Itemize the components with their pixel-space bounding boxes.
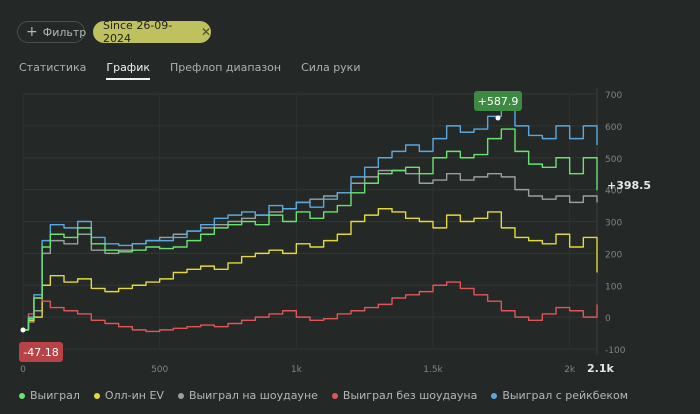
y-tick-label: 500 <box>605 155 622 165</box>
chart-grid <box>22 88 598 355</box>
max-badge: +587.9 <box>474 91 522 121</box>
y-tick-label: -100 <box>605 346 626 356</box>
x-tick-label: 500 <box>151 365 168 375</box>
chart-series <box>23 109 598 333</box>
tab-hand-strength[interactable]: Сила руки <box>301 61 361 74</box>
x-tick-label: 1.5k <box>423 365 443 375</box>
max-marker <box>495 115 501 121</box>
y-tick-label: 200 <box>605 250 622 260</box>
x-axis-end-label: 2.1k <box>587 362 614 375</box>
chart-legend: Выиграл Олл-ин EV Выиграл на шоудауне Вы… <box>19 389 628 402</box>
series-line-0 <box>23 128 598 331</box>
final-value-label: +398.5 <box>607 179 651 192</box>
series-line-3 <box>23 281 598 333</box>
legend-item-won[interactable]: Выиграл <box>19 389 80 402</box>
filter-label: Фильтр <box>42 25 87 39</box>
date-chip-label: Since 26-09-2024 <box>103 19 173 45</box>
min-marker <box>20 327 26 333</box>
legend-dot <box>93 392 100 399</box>
legend-dot <box>19 392 25 399</box>
legend-label: Олл-ин EV <box>104 389 164 402</box>
min-badge-label: -47.18 <box>23 346 58 359</box>
legend-dot <box>491 392 498 399</box>
legend-dot <box>177 392 184 399</box>
legend-item-rakeback[interactable]: Выиграл с рейкбеком <box>491 389 628 402</box>
x-tick-label: 1k <box>291 365 303 375</box>
max-badge-label: +587.9 <box>478 95 519 108</box>
plus-icon: + <box>26 24 38 40</box>
legend-label: Выиграл без шоудауна <box>342 389 478 402</box>
y-tick-label: 100 <box>605 282 622 292</box>
y-tick-label: 300 <box>605 219 622 229</box>
legend-item-allin-ev[interactable]: Олл-ин EV <box>93 389 164 402</box>
min-badge: -47.18 <box>19 327 63 362</box>
tab-preflop-range[interactable]: Префлоп диапазон <box>170 61 282 74</box>
close-icon[interactable]: ✕ <box>200 25 211 39</box>
x-tick-label: 2k <box>564 365 576 375</box>
y-tick-label: 0 <box>605 314 611 324</box>
series-line-4 <box>23 109 598 331</box>
tab-statistics[interactable]: Статистика <box>19 61 87 74</box>
filter-button[interactable]: + Фильтр <box>17 21 87 43</box>
legend-label: Выиграл на шоудауне <box>188 389 318 402</box>
tab-graph[interactable]: График <box>106 61 151 80</box>
legend-item-non-showdown[interactable]: Выиграл без шоудауна <box>331 389 478 402</box>
legend-label: Выиграл с рейкбеком <box>502 389 629 402</box>
chart-badges: +587.9 -47.18 +398.5 2.1k <box>19 91 651 375</box>
x-tick-label: 0 <box>20 365 26 375</box>
x-axis: 0 500 1k 1.5k 2k <box>20 365 576 375</box>
tab-bar: Статистика График Префлоп диапазон Сила … <box>19 61 380 80</box>
y-tick-label: 600 <box>605 123 622 133</box>
series-line-1 <box>23 208 598 331</box>
y-axis: 700 600 500 400 300 200 100 0 -100 <box>605 91 626 356</box>
date-filter-chip[interactable]: Since 26-09-2024 ✕ <box>93 19 211 45</box>
legend-item-showdown[interactable]: Выиграл на шоудауне <box>177 389 318 402</box>
y-tick-label: 700 <box>605 91 622 101</box>
legend-label: Выиграл <box>30 389 80 402</box>
y-tick-label: 400 <box>605 187 622 197</box>
legend-dot <box>331 392 338 399</box>
